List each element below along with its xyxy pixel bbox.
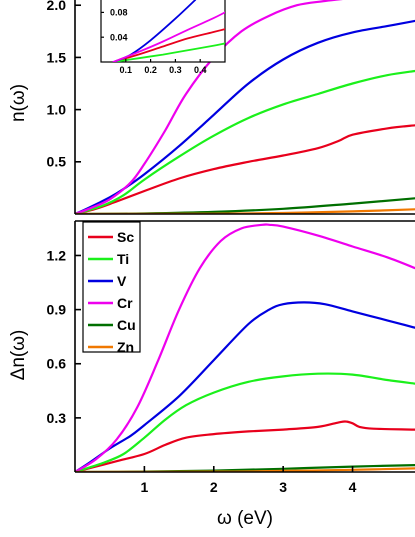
bottom-series-v-line: [75, 301, 415, 472]
top-ytick-label: 1.5: [47, 49, 67, 65]
inset-xtick-label: 0.3: [169, 65, 182, 75]
inset-frame: [100, 0, 226, 63]
bottom-ytick-label: 0.3: [47, 410, 67, 426]
top-series-v-line: [75, 19, 415, 214]
bottom-ytick-label: 0.9: [47, 302, 67, 318]
legend-label-cu: Cu: [117, 317, 136, 333]
top-panel: 0.5 1.0 1.5 2.0: [47, 0, 415, 215]
inset-ytick-label: 0.04: [110, 32, 128, 42]
top-y-axis-label: n(ω): [8, 84, 29, 122]
top-ytick-label: 1.0: [47, 102, 67, 118]
inset-xtick-label: 0.2: [144, 65, 157, 75]
legend-label-ti: Ti: [117, 251, 129, 267]
bottom-xtick-label: 1: [140, 479, 148, 495]
bottom-xtick-label: 2: [210, 479, 218, 495]
top-ytick-label: 2.0: [47, 0, 67, 13]
top-series-sc-line: [75, 124, 415, 214]
top-series-cr-line: [75, 0, 343, 214]
inset-series-ti-line: [112, 42, 225, 62]
legend: Sc Ti V Cr Cu Zn: [82, 221, 141, 355]
bottom-ytick-label: 0.6: [47, 356, 67, 372]
legend-label-cr: Cr: [117, 295, 133, 311]
legend-label-zn: Zn: [117, 339, 134, 355]
bottom-series-ti-line: [75, 372, 415, 472]
bottom-panel: 0.3 0.6 0.9 1.2 1 2 3 4 Sc Ti V Cr Cu Zn: [47, 220, 415, 495]
bottom-y-axis-label: Δn(ω): [8, 330, 29, 381]
inset-xtick-label: 0.4: [194, 65, 207, 75]
inset-ytick-label: 0.08: [110, 8, 128, 18]
top-ytick-label: 0.5: [47, 154, 67, 170]
legend-label-v: V: [117, 273, 127, 289]
bottom-xtick-label: 4: [349, 479, 357, 495]
bottom-series-cr-line: [75, 223, 415, 472]
top-series-ti-line: [75, 69, 415, 214]
x-axis-label: ω (eV): [217, 508, 273, 529]
legend-box: [82, 221, 141, 353]
inset-xtick-label: 0.1: [120, 65, 133, 75]
bottom-ytick-label: 1.2: [47, 247, 67, 263]
inset-series-cr-line: [112, 11, 225, 62]
inset-series-sc-line: [112, 28, 225, 62]
bottom-series-sc-line: [75, 420, 415, 472]
bottom-xtick-label: 3: [279, 479, 287, 495]
inset-series-group: [112, 0, 225, 62]
inset-panel: 0.04 0.08 0.1 0.2 0.3 0.4: [100, 0, 226, 75]
legend-label-sc: Sc: [117, 229, 134, 245]
